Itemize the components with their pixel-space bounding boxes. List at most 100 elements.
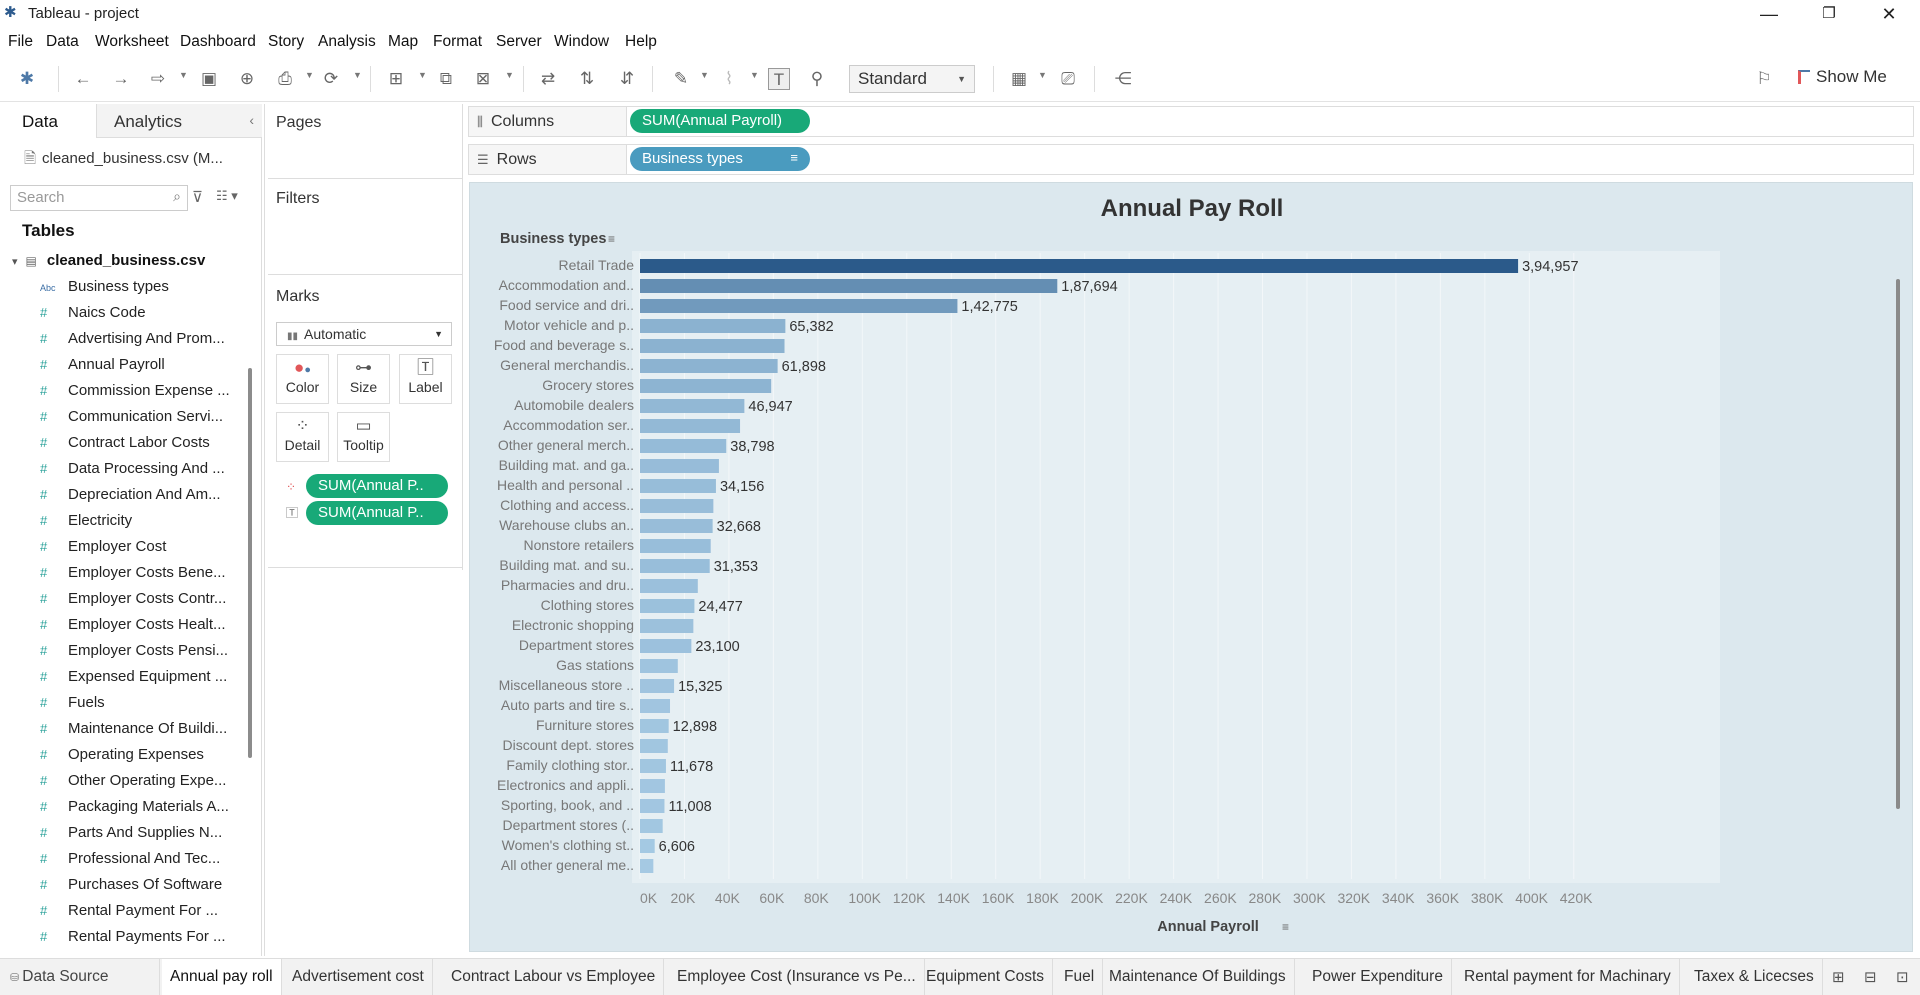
menu-dashboard[interactable]: Dashboard — [180, 33, 256, 50]
field-item[interactable]: # Employer Costs Bene... — [40, 560, 240, 586]
scrollbar[interactable] — [248, 368, 252, 758]
view-options-icon[interactable]: ☷ ▾ — [216, 188, 238, 203]
tab-analytics[interactable]: Analytics ‹ — [96, 104, 262, 138]
tab-equipment-costs[interactable]: Equipment Costs — [918, 959, 1054, 995]
field-item[interactable]: # Maintenance Of Buildi... — [40, 716, 240, 742]
new-worksheet-icon[interactable]: ⊞ — [388, 69, 404, 88]
refresh-icon[interactable]: ⟳ — [323, 69, 339, 88]
search-input[interactable]: Search ⌕ — [10, 185, 188, 211]
menu-data[interactable]: Data — [46, 33, 79, 50]
columns-pill[interactable]: SUM(Annual Payroll) — [630, 109, 810, 133]
field-item[interactable]: # Commission Expense ... — [40, 378, 240, 404]
field-item[interactable]: # Annual Payroll — [40, 352, 240, 378]
menu-window[interactable]: Window — [554, 33, 610, 50]
color-button[interactable]: ●● Color — [276, 354, 329, 404]
field-item[interactable]: # Electricity — [40, 508, 240, 534]
size-button[interactable]: ⊶ Size — [337, 354, 390, 404]
tab-data[interactable]: Data — [0, 104, 96, 138]
restore-icon[interactable]: ❐ — [1822, 5, 1836, 22]
filters-card[interactable]: Filters — [268, 180, 460, 270]
swap-rows-columns-icon[interactable]: ⇄ — [540, 69, 556, 88]
clear-sheet-icon[interactable]: ⊠ — [475, 69, 491, 88]
field-item[interactable]: # Employer Costs Contr... — [40, 586, 240, 612]
pages-card[interactable]: Pages — [268, 104, 460, 174]
menu-file[interactable]: File — [8, 33, 33, 50]
tooltip-button[interactable]: ▭ Tooltip — [337, 412, 390, 462]
field-item[interactable]: # Employer Costs Healt... — [40, 612, 240, 638]
field-item[interactable]: # Data Processing And ... — [40, 456, 240, 482]
field-item[interactable]: # Advertising And Prom... — [40, 326, 240, 352]
datasource-item[interactable]: 🗎 cleaned_business.csv (M... — [24, 148, 223, 173]
new-datasource-icon[interactable]: ⊕ — [239, 69, 255, 88]
sort-icon[interactable]: ≡ — [790, 150, 798, 165]
presentation-mode-icon[interactable]: ⎚ — [1061, 69, 1075, 88]
show-cards-icon[interactable]: ▦ — [1010, 69, 1028, 88]
rows-pill[interactable]: Business types ≡ — [630, 147, 810, 171]
field-item[interactable]: # Communication Servi... — [40, 404, 240, 430]
tab-taxes-licenses[interactable]: Taxex & Licecses — [1686, 959, 1823, 995]
tab-advertisement-cost[interactable]: Advertisement cost — [284, 959, 433, 995]
new-dashboard-icon[interactable]: ⊟ — [1864, 969, 1877, 986]
field-item[interactable]: # Employer Costs Pensi... — [40, 638, 240, 664]
tab-annual-pay-roll[interactable]: Annual pay roll — [162, 959, 282, 995]
field-item[interactable]: # Other Operating Expe... — [40, 768, 240, 794]
highlight-icon[interactable]: ✎ — [673, 69, 689, 88]
tab-rental-payment[interactable]: Rental payment for Machinary — [1456, 959, 1680, 995]
field-item[interactable]: # Operating Expenses — [40, 742, 240, 768]
pause-updates-icon[interactable]: ⎙ — [278, 69, 292, 88]
table-item[interactable]: ▾ ▤ cleaned_business.csv — [12, 252, 205, 269]
label-button[interactable]: 🅃 Label — [399, 354, 452, 404]
redo-icon[interactable]: → — [112, 69, 130, 88]
field-item[interactable]: # Contract Labor Costs — [40, 430, 240, 456]
field-item[interactable]: # Fuels — [40, 690, 240, 716]
color-pill[interactable]: SUM(Annual P.. — [306, 474, 448, 498]
field-item[interactable]: # Rental Payments For ... — [40, 924, 240, 950]
show-me-button[interactable]: Show Me — [1798, 67, 1887, 87]
fix-axes-icon[interactable]: ⚲ — [810, 69, 824, 88]
tab-employee-cost[interactable]: Employee Cost (Insurance vs Pe... — [669, 959, 925, 995]
chevron-down-icon[interactable]: ▾ — [12, 256, 18, 268]
field-item[interactable]: # Packaging Materials A... — [40, 794, 240, 820]
menu-analysis[interactable]: Analysis — [318, 33, 376, 50]
menu-map[interactable]: Map — [388, 33, 419, 50]
field-item[interactable]: # Rental Payment For ... — [40, 898, 240, 924]
replay-icon[interactable]: ⇨ — [150, 69, 166, 88]
chart-scrollbar[interactable] — [1896, 279, 1900, 809]
field-item[interactable]: # Purchases Of Software — [40, 872, 240, 898]
rows-shelf[interactable]: ☰ Rows Business types ≡ — [468, 144, 1914, 175]
save-icon[interactable]: ▣ — [200, 69, 218, 88]
tab-data-source[interactable]: ⛁ Data Source — [0, 959, 160, 995]
columns-shelf[interactable]: ⫼ Columns SUM(Annual Payroll) — [468, 106, 1914, 137]
menu-format[interactable]: Format — [433, 33, 483, 50]
field-item[interactable]: Abc Business types — [40, 274, 240, 300]
mark-type-dropdown[interactable]: ▮▮ Automatic ▼ — [276, 322, 452, 346]
field-item[interactable]: # Expensed Equipment ... — [40, 664, 240, 690]
menu-help[interactable]: Help — [625, 33, 657, 50]
filter-icon[interactable]: ⊽ — [192, 189, 203, 206]
minimize-icon[interactable]: — — [1760, 4, 1778, 24]
sort-ascending-icon[interactable]: ⇅ — [579, 69, 595, 88]
menu-server[interactable]: Server — [496, 33, 542, 50]
label-pill[interactable]: SUM(Annual P.. — [306, 501, 448, 525]
group-members-icon[interactable]: ⌇ — [724, 69, 734, 88]
fit-dropdown[interactable]: Standard ▼ — [849, 65, 975, 93]
new-story-icon[interactable]: ⊡ — [1896, 969, 1909, 986]
tab-power-expenditure[interactable]: Power Expenditure — [1304, 959, 1452, 995]
undo-icon[interactable]: ← — [74, 69, 92, 88]
collapse-pane-icon[interactable]: ‹ — [249, 112, 254, 128]
field-item[interactable]: # Parts And Supplies N... — [40, 820, 240, 846]
sort-descending-icon[interactable]: ⇵ — [619, 69, 635, 88]
field-item[interactable]: # Professional And Tec... — [40, 846, 240, 872]
field-item[interactable]: # Depreciation And Am... — [40, 482, 240, 508]
tableau-home-icon[interactable]: ✱ — [19, 69, 35, 88]
tab-fuel[interactable]: Fuel — [1056, 959, 1104, 995]
field-item[interactable]: # Naics Code — [40, 300, 240, 326]
new-worksheet-icon[interactable]: ⊞ — [1832, 969, 1845, 986]
menu-story[interactable]: Story — [268, 33, 305, 50]
detail-button[interactable]: ⁘ Detail — [276, 412, 329, 462]
tab-maintenance[interactable]: Maintenance Of Buildings — [1101, 959, 1295, 995]
tab-contract-labour[interactable]: Contract Labour vs Employee — [443, 959, 665, 995]
field-item[interactable]: # Employer Cost — [40, 534, 240, 560]
paint-brush-icon[interactable]: ⚐ — [1756, 69, 1772, 88]
show-mark-labels-icon[interactable]: T — [768, 68, 790, 90]
